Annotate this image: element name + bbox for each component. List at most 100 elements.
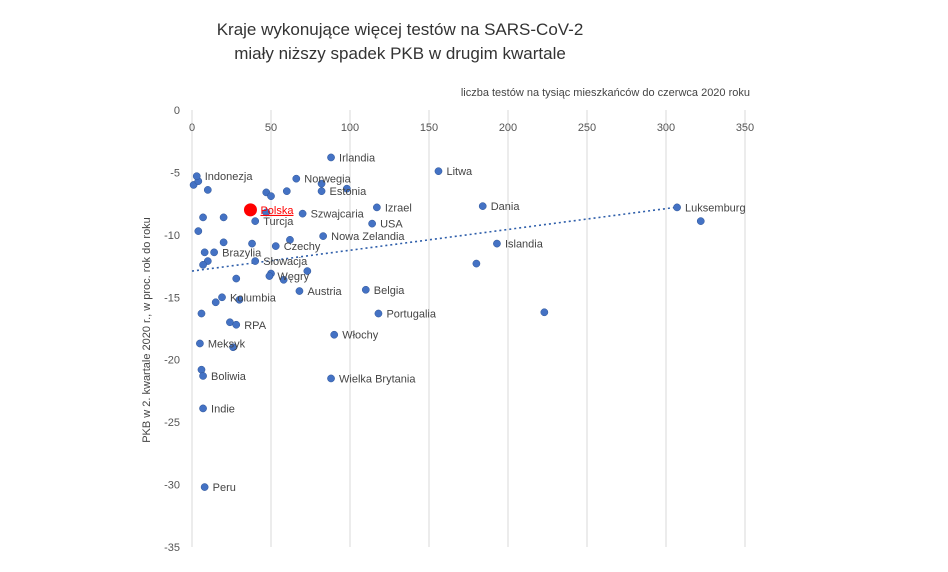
data-point-labeled-21 bbox=[232, 320, 241, 329]
data-point-labeled-26 bbox=[199, 404, 207, 413]
data-point-labeled-14 bbox=[210, 248, 218, 257]
data-point-22 bbox=[211, 298, 220, 307]
data-point-20 bbox=[279, 275, 288, 284]
point-label-12: Islandia bbox=[505, 239, 544, 251]
data-point-17 bbox=[199, 260, 207, 269]
trend-line bbox=[191, 206, 676, 272]
y-tick-label-6: -30 bbox=[164, 480, 180, 492]
point-label-11: Nowa Zelandia bbox=[331, 231, 405, 243]
data-point-21 bbox=[303, 267, 312, 275]
data-point-labeled-10 bbox=[368, 219, 376, 228]
data-point-8 bbox=[199, 213, 207, 222]
y-axis-label: PKB w 2. kwartale 2020 r., w proc. rok d… bbox=[141, 217, 153, 443]
point-label-27: Peru bbox=[213, 482, 236, 494]
x-tick-label-6: 300 bbox=[657, 122, 675, 134]
data-point-labeled-23 bbox=[196, 339, 204, 348]
y-tick-label-7: -35 bbox=[164, 542, 180, 554]
point-label-5: Izrael bbox=[385, 202, 412, 214]
data-point-18 bbox=[232, 274, 241, 283]
x-tick-label-5: 250 bbox=[578, 122, 596, 134]
data-point-29 bbox=[540, 308, 549, 317]
data-point-28 bbox=[472, 259, 481, 268]
y-tick-label-2: -10 bbox=[164, 230, 180, 242]
data-point-15 bbox=[200, 248, 209, 257]
x-tick-label-4: 200 bbox=[499, 122, 517, 134]
data-point-labeled-7 bbox=[673, 203, 681, 212]
data-point-12 bbox=[219, 238, 228, 247]
data-point-23 bbox=[235, 295, 244, 304]
data-point-labeled-9 bbox=[251, 217, 260, 225]
point-label-24: Boliwia bbox=[211, 371, 247, 383]
point-label-23: Meksyk bbox=[208, 338, 246, 350]
data-point-labeled-1 bbox=[434, 167, 443, 176]
data-point-labeled-6 bbox=[478, 202, 487, 210]
point-label-2: Indonezja bbox=[205, 171, 254, 183]
data-point-14 bbox=[286, 236, 294, 244]
x-tick-label-2: 100 bbox=[341, 122, 359, 134]
point-label-15: Słowacja bbox=[263, 256, 308, 268]
point-label-1: Litwa bbox=[446, 166, 473, 178]
data-point-labeled-2 bbox=[192, 172, 201, 181]
data-point-labeled-27 bbox=[200, 483, 209, 491]
data-point-5 bbox=[282, 187, 291, 196]
data-point-labeled-8 bbox=[298, 209, 307, 218]
point-label-10: USA bbox=[380, 219, 403, 231]
point-label-4: Estonia bbox=[330, 186, 368, 198]
chart-title-line-2: miały niższy spadek PKB w drugim kwartal… bbox=[234, 44, 566, 63]
tick-labels: 0 50 100 150 200 250 300 350 0 -5 -10 -15 -20 -25 -30 -… bbox=[164, 105, 754, 554]
data-point-labeled-20 bbox=[374, 309, 383, 318]
point-label-8: Szwajcaria bbox=[311, 209, 365, 221]
point-label-6: Dania bbox=[491, 201, 521, 213]
data-point-7 bbox=[342, 184, 351, 193]
data-point-13 bbox=[248, 239, 256, 248]
point-label-7: Luksemburg bbox=[685, 202, 746, 214]
y-tick-label-5: -25 bbox=[164, 417, 180, 429]
x-tick-label-7: 350 bbox=[736, 122, 754, 134]
data-point-labeled-12 bbox=[493, 239, 501, 248]
point-label-20: Portugalia bbox=[386, 309, 436, 321]
data-point-2 bbox=[203, 186, 212, 194]
data-point-labeled-4 bbox=[317, 187, 326, 196]
point-label-21: RPA bbox=[244, 320, 266, 332]
point-label-16: Węgry bbox=[277, 271, 309, 283]
data-point-30 bbox=[696, 217, 705, 225]
grid-lines bbox=[191, 110, 746, 547]
data-point-9 bbox=[219, 213, 228, 222]
data-point-labeled-3 bbox=[292, 174, 301, 183]
data-point-labeled-17 bbox=[295, 287, 304, 295]
data-point-labeled-16 bbox=[265, 272, 274, 280]
data-point-10 bbox=[262, 208, 271, 217]
x-axis-label: liczba testów na tysiąc mieszkańców do c… bbox=[461, 87, 750, 99]
data-point-labeled-18 bbox=[361, 285, 370, 294]
data-point-labeled-5 bbox=[373, 203, 381, 212]
highlight-point bbox=[243, 203, 257, 217]
point-label-13: Czechy bbox=[284, 241, 321, 253]
data-point-labeled-15 bbox=[251, 257, 260, 265]
data-point-25 bbox=[197, 309, 206, 318]
data-point-labeled-24 bbox=[199, 372, 207, 380]
point-label-17: Austria bbox=[307, 286, 342, 298]
data-point-4 bbox=[267, 192, 275, 201]
data-point-labeled-11 bbox=[319, 232, 327, 240]
data-point-labeled-13 bbox=[271, 242, 280, 250]
data-point-labeled-19 bbox=[218, 293, 226, 302]
point-label-18: Belgia bbox=[374, 285, 405, 297]
point-label-3: Norwegia bbox=[304, 174, 351, 186]
x-tick-label-1: 50 bbox=[265, 122, 277, 134]
point-label-26: Indie bbox=[211, 403, 235, 415]
x-tick-label-0: 0 bbox=[189, 122, 195, 134]
chart-title-line-1: Kraje wykonujące więcej testów na SARS-C… bbox=[216, 20, 584, 39]
y-tick-label-4: -20 bbox=[164, 355, 180, 367]
chart-title: Kraje wykonujące więcej testów na SARS-C… bbox=[170, 18, 630, 66]
point-label-22: Włochy bbox=[342, 330, 379, 342]
data-points bbox=[189, 153, 705, 491]
highlight-point-label: Polska bbox=[260, 205, 294, 217]
y-tick-label-3: -15 bbox=[164, 292, 180, 304]
point-label-9: Turcja bbox=[263, 216, 294, 228]
data-point-labeled-0 bbox=[327, 153, 335, 162]
data-point-11 bbox=[194, 227, 203, 235]
point-label-14: Brazylia bbox=[222, 247, 262, 259]
point-label-0: Irlandia bbox=[339, 152, 376, 164]
